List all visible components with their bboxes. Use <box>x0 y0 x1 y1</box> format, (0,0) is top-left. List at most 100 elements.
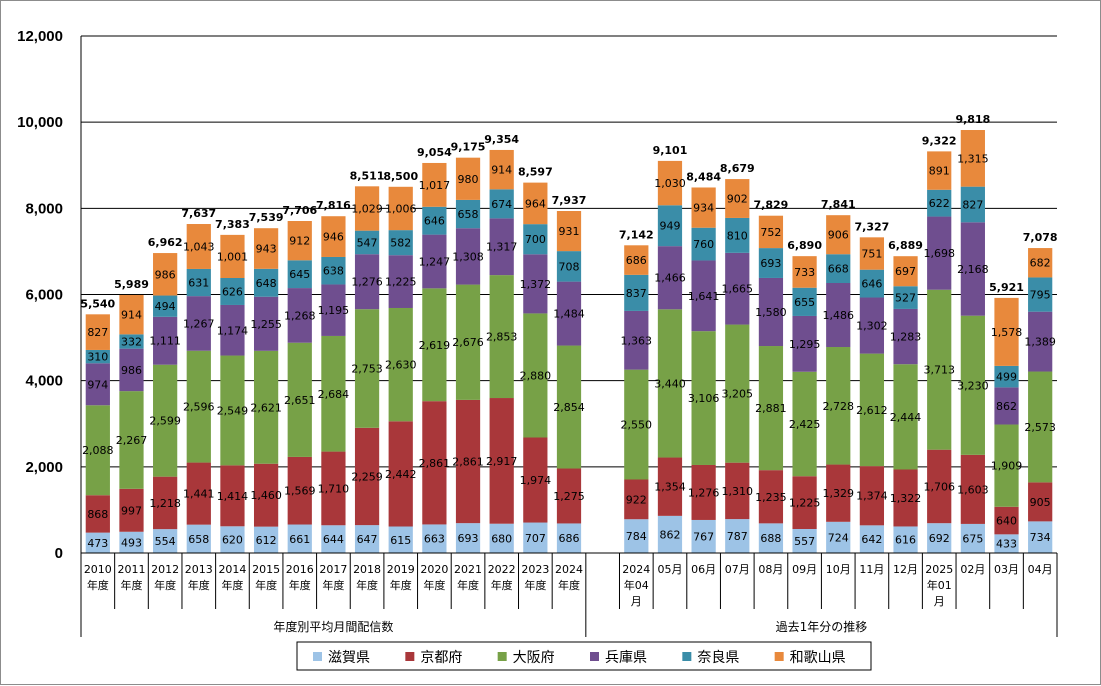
bar-segment <box>725 324 750 463</box>
data-label: 1,006 <box>385 202 417 215</box>
bar-segment <box>354 186 380 231</box>
legend-swatch <box>682 652 692 661</box>
data-label: 3,713 <box>923 364 955 377</box>
bar-segment <box>893 256 918 287</box>
x-tick-label: 年度 <box>390 578 412 592</box>
data-label: 646 <box>861 278 882 291</box>
legend-swatch <box>405 652 415 661</box>
total-label: 8,484 <box>686 170 721 183</box>
bar-segment <box>523 522 548 553</box>
data-label: 931 <box>559 225 580 238</box>
x-tick-label: 2023 <box>521 563 549 576</box>
x-tick-label: 2012 <box>151 563 179 576</box>
legend-label: 滋賀県 <box>328 650 370 666</box>
data-label: 784 <box>626 530 647 543</box>
bar-segment <box>489 398 514 524</box>
x-tick-label: 年度 <box>322 578 344 592</box>
data-label: 2,861 <box>419 457 451 470</box>
bar-segment <box>153 364 178 477</box>
bar-segment <box>523 313 548 438</box>
data-label: 2,861 <box>452 456 484 469</box>
x-tick-label: 年度 <box>87 578 109 592</box>
data-label: 1,310 <box>722 485 754 498</box>
x-tick-label: 2020 <box>420 563 448 576</box>
data-label: 527 <box>895 292 916 305</box>
data-label: 2,259 <box>351 470 383 483</box>
total-label: 6,890 <box>787 239 822 252</box>
bar-segment <box>489 189 514 219</box>
bar-segment <box>523 182 548 225</box>
data-label: 1,698 <box>923 247 955 260</box>
total-label: 9,322 <box>922 134 957 147</box>
bar-segment <box>556 468 582 524</box>
data-label: 837 <box>626 287 647 300</box>
data-label: 905 <box>1030 496 1051 509</box>
data-label: 1,909 <box>991 460 1023 473</box>
data-label: 949 <box>659 220 680 233</box>
data-label: 693 <box>760 257 781 270</box>
data-label: 1,225 <box>385 276 417 289</box>
bar-segment <box>85 495 110 533</box>
bar-segment <box>826 282 851 348</box>
x-tick-label: 2024 <box>622 563 650 576</box>
x-tick-label: 03月 <box>994 563 1019 576</box>
data-label: 473 <box>87 537 108 550</box>
data-label: 310 <box>87 351 108 364</box>
data-label: 986 <box>121 364 142 377</box>
legend: 滋賀県 京都府 大阪府 兵庫県 奈良県 和歌山県 <box>296 641 872 671</box>
data-label: 2,651 <box>284 394 316 407</box>
bar-segment <box>691 187 716 228</box>
bar-segment <box>1028 521 1053 553</box>
bar-segment <box>893 364 918 470</box>
bar-segment <box>85 314 110 350</box>
data-label: 499 <box>996 371 1017 384</box>
x-tick-label: 09月 <box>792 563 817 576</box>
data-label: 631 <box>188 277 209 290</box>
data-label: 751 <box>861 248 882 261</box>
y-tick-label: 8,000 <box>25 200 63 217</box>
data-label: 986 <box>155 268 176 281</box>
bar-segment <box>725 462 750 520</box>
data-label: 1,706 <box>923 480 955 493</box>
bar-segment <box>253 526 279 553</box>
bar-segment <box>624 310 649 370</box>
total-label: 7,829 <box>754 199 789 212</box>
bar-segment <box>725 252 750 325</box>
group-label: 年度別平均月間配信数 <box>273 619 393 634</box>
bar-segment <box>287 220 312 261</box>
data-label: 1,308 <box>452 250 484 263</box>
bar-segment <box>994 297 1019 366</box>
bar-segment <box>287 260 312 289</box>
bar-segment <box>253 296 279 351</box>
data-label: 3,230 <box>957 379 989 392</box>
data-label: 582 <box>390 237 411 250</box>
bar-segment <box>826 254 851 283</box>
bar-segment <box>119 488 144 532</box>
bar-segment <box>758 346 784 471</box>
bar-segment <box>725 179 750 218</box>
x-tick-label: 年度 <box>491 578 513 592</box>
total-label: 8,679 <box>720 162 755 175</box>
bar-segment <box>758 215 784 249</box>
data-label: 620 <box>222 534 243 547</box>
bar-segment <box>388 255 413 308</box>
data-label: 2,596 <box>183 401 215 414</box>
bars: 473 868 2,088 974 310 827 5,540 493 997 2,267 986 3… <box>80 113 1058 553</box>
x-tick-label: 2013 <box>185 563 213 576</box>
total-label: 7,142 <box>619 228 654 241</box>
bar-segment <box>119 294 144 335</box>
bar-segment <box>994 506 1019 535</box>
bar-segment <box>927 523 952 553</box>
x-tick-label: 年度 <box>356 578 378 592</box>
data-label: 658 <box>458 208 479 221</box>
x-tick-label: 2016 <box>286 563 314 576</box>
bar-segment <box>994 424 1019 507</box>
data-label: 1,174 <box>217 324 249 337</box>
data-label: 1,276 <box>688 486 720 499</box>
data-label: 1,363 <box>621 334 653 347</box>
data-label: 1,043 <box>183 240 215 253</box>
data-label: 655 <box>794 296 815 309</box>
total-label: 9,354 <box>484 133 519 146</box>
x-tick-label: 年度 <box>457 578 479 592</box>
data-label: 2,444 <box>890 411 922 424</box>
